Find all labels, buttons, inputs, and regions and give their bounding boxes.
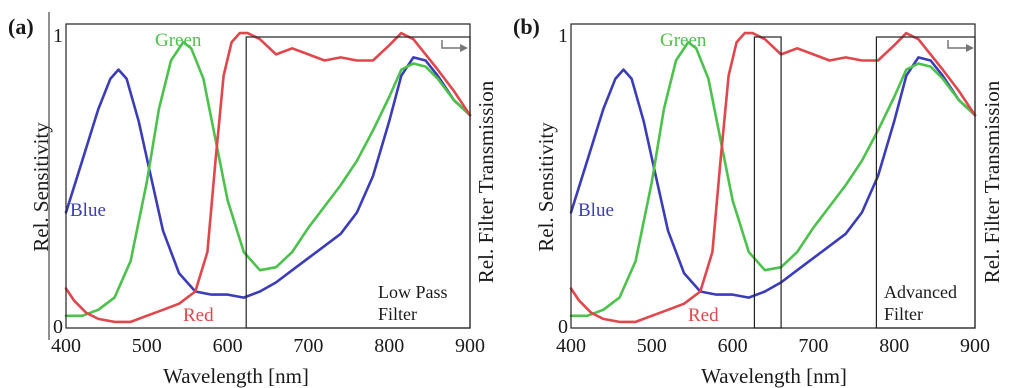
filter-label-line1: Advanced [884,282,957,302]
y-tick-label-1: 1 [558,25,568,47]
y-tick-label-1: 1 [53,25,63,47]
x-axis-label: Wavelength [nm] [163,364,309,388]
y-axis-label-left: Rel. Sensitivity [534,122,558,252]
x-tick-label-800: 800 [374,335,404,357]
x-tick-label-500: 500 [637,335,667,357]
panel-b: (b) Rel. Sensitivity Rel. Filter Transmi… [513,14,1004,388]
filter-label-line2: Filter [378,304,417,324]
curve-blue [64,56,472,299]
x-tick-label-600: 600 [213,335,243,357]
curve-label-blue: Blue [578,200,614,221]
transmission-arrow-icon [947,40,974,52]
y-axis-label-right: Rel. Filter Transmission [980,80,1004,283]
x-tick-label-900: 900 [455,335,485,357]
x-tick-labels: 400 500 600 700 800 900 [556,335,990,357]
x-tick-label-500: 500 [132,335,162,357]
curves [569,31,977,324]
y-axis-label-right: Rel. Filter Transmission [474,80,498,283]
filter-label-line1: Low Pass [378,282,448,302]
curve-blue [569,56,977,299]
y-tick-label-0: 0 [53,316,63,338]
x-tick-labels: 400 500 600 700 800 900 [51,335,485,357]
x-axis-label: Wavelength [nm] [701,364,847,388]
curve-label-red: Red [688,305,719,326]
curve-label-green: Green [660,30,707,51]
x-tick-label-700: 700 [798,335,828,357]
plot-frame [570,23,976,329]
x-tick-label-800: 800 [879,335,909,357]
y-tick-label-0: 0 [558,316,568,338]
curve-red [64,31,472,324]
x-tick-label-600: 600 [718,335,748,357]
curve-label-green: Green [155,30,202,51]
x-tick-label-400: 400 [51,335,81,357]
x-tick-label-900: 900 [960,335,990,357]
curves [64,31,472,324]
panel-a: (a) Rel. Sensitivity Rel. Filter Transmi… [8,12,498,388]
panel-label: (b) [513,14,540,39]
panel-label: (a) [8,14,34,39]
curve-label-blue: Blue [70,200,106,221]
curve-red [569,31,977,324]
y-axis-label-left: Rel. Sensitivity [29,122,53,252]
curve-label-red: Red [183,305,214,326]
x-tick-label-700: 700 [293,335,323,357]
curve-green [569,40,977,318]
x-tick-label-400: 400 [556,335,586,357]
curve-green [64,40,472,318]
transmission-arrow-icon [441,40,468,52]
filter-label-line2: Filter [884,304,923,324]
plot-frame [65,23,471,329]
